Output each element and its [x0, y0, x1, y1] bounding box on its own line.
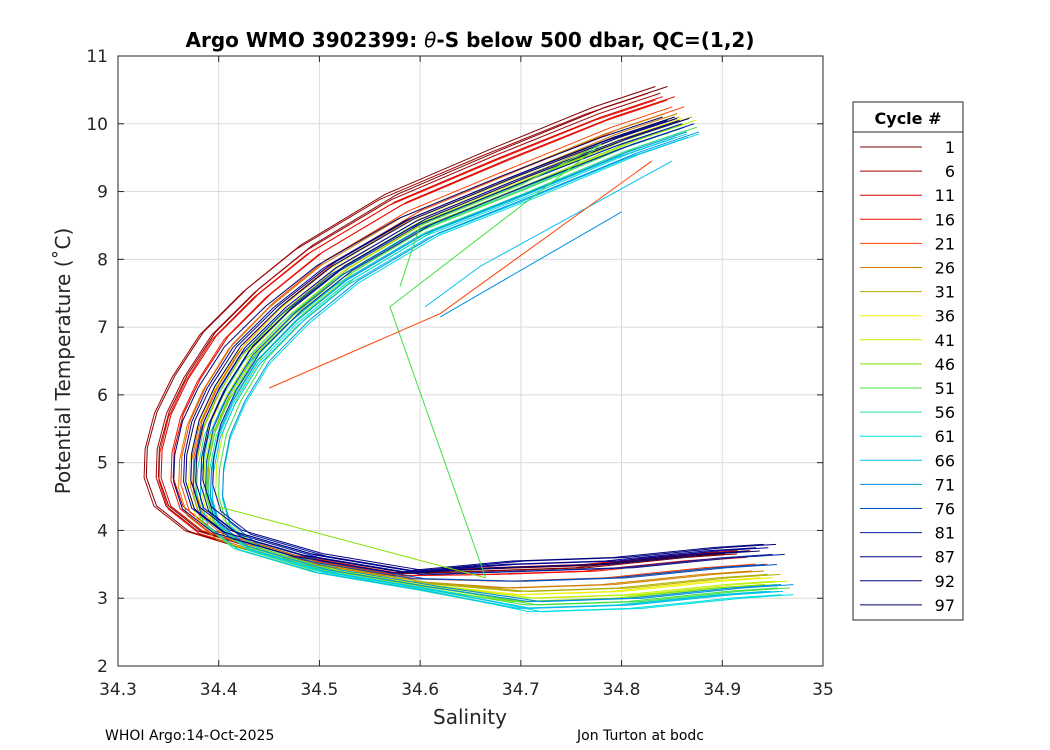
axes-frame — [117, 55, 824, 667]
y-tick-label: 4 — [97, 521, 108, 541]
legend-label-16: 16 — [935, 210, 955, 229]
y-tick-label: 3 — [97, 589, 108, 609]
x-tick-label: 34.7 — [502, 680, 540, 700]
extra-series-line — [424, 160, 673, 308]
legend-label-31: 31 — [935, 283, 955, 302]
x-tick-label: 34.3 — [99, 680, 137, 700]
legend-box — [852, 101, 964, 621]
chart-title: Argo WMO 3902399: θ-S below 500 dbar, QC… — [186, 28, 755, 52]
legend-label-56: 56 — [935, 403, 955, 422]
legend-label-81: 81 — [935, 524, 955, 543]
x-tick-label: 34.6 — [401, 680, 439, 700]
extra-series-line — [389, 143, 602, 579]
y-tick-label: 11 — [86, 47, 108, 67]
legend-label-97: 97 — [935, 596, 955, 615]
x-tick-label: 34.8 — [603, 680, 641, 700]
series-line-cycle-16 — [158, 99, 735, 577]
legend-label-71: 71 — [935, 475, 955, 494]
legend-label-26: 26 — [935, 259, 955, 278]
series-line-cycle-51 — [206, 126, 778, 606]
y-tick-label: 8 — [97, 250, 108, 270]
series-line-cycle-81 — [212, 123, 785, 576]
legend-label-1: 1 — [945, 138, 955, 157]
legend-label-11: 11 — [935, 186, 955, 205]
x-tick-label: 34.5 — [300, 680, 338, 700]
x-axis-label: Salinity — [433, 705, 507, 729]
series-line-cycle-97 — [173, 116, 748, 574]
series-line-cycle-71 — [222, 131, 794, 603]
legend-label-51: 51 — [935, 379, 955, 398]
legend-label-61: 61 — [935, 427, 955, 446]
legend-title: Cycle # — [875, 109, 942, 128]
legend-label-76: 76 — [935, 500, 955, 519]
legend-label-87: 87 — [935, 548, 955, 567]
legend-label-46: 46 — [935, 355, 955, 374]
legend-label-41: 41 — [935, 331, 955, 350]
y-tick-label: 6 — [97, 386, 108, 406]
x-tick-label: 35 — [812, 680, 834, 700]
y-tick-label: 2 — [97, 657, 108, 677]
y-tick-label: 9 — [97, 183, 108, 203]
footer-right: Jon Turton at bodc — [576, 728, 704, 744]
legend-label-66: 66 — [935, 451, 955, 470]
x-tick-label: 34.9 — [703, 680, 741, 700]
series-line-cycle-71 — [209, 131, 782, 603]
y-axis-label: Potential Temperature (˚C) — [51, 228, 75, 495]
y-tick-label: 10 — [86, 115, 108, 135]
series-group — [143, 86, 794, 613]
extra-series-line — [218, 506, 486, 579]
legend-label-21: 21 — [935, 234, 955, 253]
legend-label-36: 36 — [935, 307, 955, 326]
x-tick-label: 34.4 — [200, 680, 238, 700]
extra-series-line — [440, 211, 622, 318]
series-line-cycle-87 — [183, 119, 757, 573]
extra-series-line — [268, 160, 653, 389]
y-tick-label: 5 — [97, 454, 108, 474]
legend-label-6: 6 — [945, 162, 955, 181]
series-line-cycle-56 — [195, 130, 768, 609]
legend-label-92: 92 — [935, 572, 955, 591]
y-tick-label: 7 — [97, 318, 108, 338]
footer-left: WHOI Argo:14-Oct-2025 — [105, 728, 274, 744]
legend: Cycle # 16111621263136414651566166717681… — [852, 101, 964, 621]
series-line-cycle-1 — [157, 86, 738, 576]
ticks: 34.3 34.4 34.5 34.6 34.7 34.8 34.9 35 2 3 4 5 6 7 8 9 10… — [86, 47, 833, 700]
series-line-cycle-92 — [202, 117, 777, 571]
series-line-cycle-92 — [190, 117, 765, 571]
